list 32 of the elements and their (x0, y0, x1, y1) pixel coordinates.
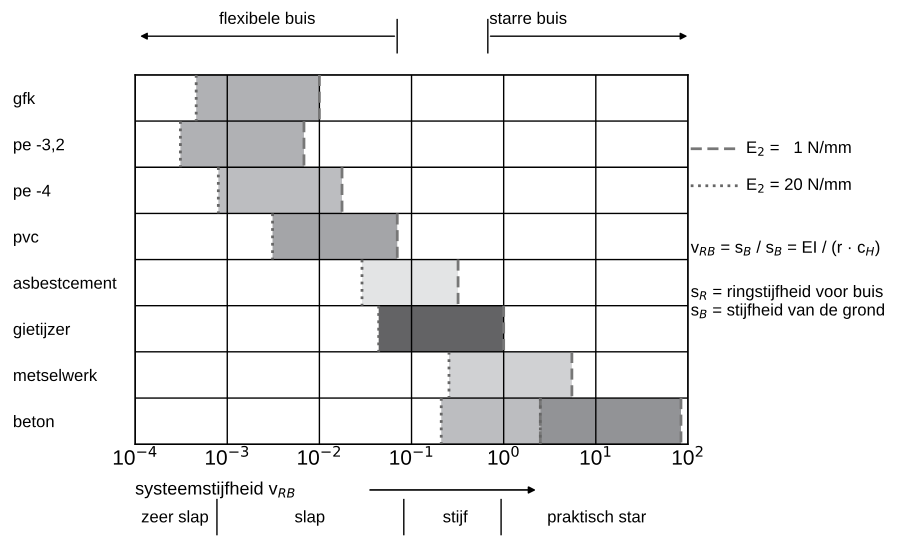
x-axis-title: systeemstijfheid v$_{RB}$ (136, 481, 294, 498)
x-tick-label: 10$^{1}$ (580, 446, 610, 465)
y-tick-label: pe -4 (14, 184, 50, 200)
text: praktisch star (548, 510, 646, 526)
text: s$_{B}$ = stijfheid van de grond (691, 303, 884, 319)
x-tick-label: 10$^{−1}$ (390, 446, 432, 465)
x-tick-label: 10$^{0}$ (488, 446, 519, 465)
x-tick-label: 10$^{−3}$ (206, 446, 248, 465)
y-tick-label: gietijzer (14, 322, 70, 338)
text: s$_{R}$ = ringstijfheid voor buis (691, 284, 883, 300)
text: flexibele buis (219, 12, 315, 24)
text: v$_{RB}$ = s$_{B}$ / s$_{B}$ = EI / (r · c$_{H}$) (690, 240, 880, 256)
bar (441, 398, 540, 444)
text: zeer slap (142, 510, 208, 526)
y-tick-label: pvc (14, 234, 38, 246)
y-tick-label: gfk (14, 92, 36, 108)
x-tick-label: 10$^{−2}$ (298, 446, 340, 465)
bar (540, 398, 681, 444)
text: starre buis (490, 12, 566, 24)
text: stijf (443, 510, 468, 526)
text: E$_{2}$ = 20 N/mm (747, 178, 851, 193)
y-tick-label: pe -3,2 (14, 138, 64, 154)
bar (272, 213, 398, 260)
text: E$_{2}$ = 1 N/mm (747, 140, 851, 156)
y-tick-label: asbestcement (14, 276, 117, 289)
y-tick-label: metselwerk (14, 368, 98, 382)
text: slap (294, 510, 324, 526)
x-tick-label: 10$^{−4}$ (114, 446, 156, 465)
y-tick-label: beton (14, 415, 54, 428)
bar (448, 352, 572, 398)
bar (362, 260, 458, 306)
x-tick-label: 10$^{2}$ (672, 446, 702, 465)
